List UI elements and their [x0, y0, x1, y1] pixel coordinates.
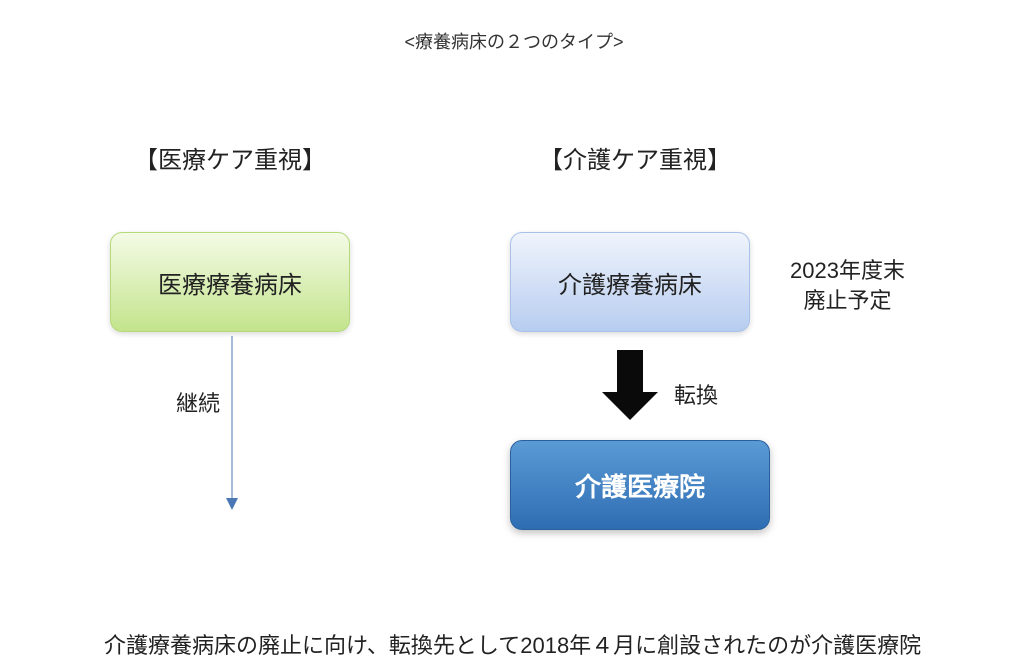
box-medical-beds: 医療療養病床	[110, 232, 350, 332]
heading-nursing-care: 【介護ケア重視】	[539, 140, 731, 175]
box-care-hospital-label: 介護医療院	[575, 467, 705, 504]
box-nursing-beds: 介護療養病床	[510, 232, 750, 332]
box-care-hospital: 介護医療院	[510, 440, 770, 530]
diagram-title: <療養病床の２つのタイプ>	[0, 28, 1028, 54]
abolition-note-line2: 廃止予定	[803, 288, 891, 313]
abolition-note-line1: 2023年度末	[790, 258, 905, 283]
heading-nursing-care-text: 【介護ケア重視】	[539, 147, 731, 174]
heading-medical-care-text: 【医療ケア重視】	[134, 147, 326, 174]
continue-arrow-icon	[224, 336, 240, 510]
diagram-title-text: <療養病床の２つのタイプ>	[404, 32, 623, 52]
box-nursing-beds-label: 介護療養病床	[558, 265, 702, 300]
continue-arrow-head	[226, 498, 238, 510]
convert-label: 転換	[674, 378, 718, 410]
continue-label: 継続	[176, 386, 220, 418]
footer-caption: 介護療養病床の廃止に向け、転換先として2018年４月に創設されたのが介護医療院	[104, 628, 1028, 660]
convert-label-text: 転換	[674, 383, 718, 408]
abolition-note: 2023年度末 廃止予定	[790, 256, 905, 315]
footer-caption-text: 介護療養病床の廃止に向け、転換先として2018年４月に創設されたのが介護医療院	[104, 633, 921, 658]
continue-arrow-shaft	[232, 336, 233, 500]
continue-label-text: 継続	[176, 391, 220, 416]
box-medical-beds-label: 医療療養病床	[158, 265, 302, 300]
convert-arrow-icon	[602, 350, 658, 420]
heading-medical-care: 【医療ケア重視】	[134, 140, 326, 175]
